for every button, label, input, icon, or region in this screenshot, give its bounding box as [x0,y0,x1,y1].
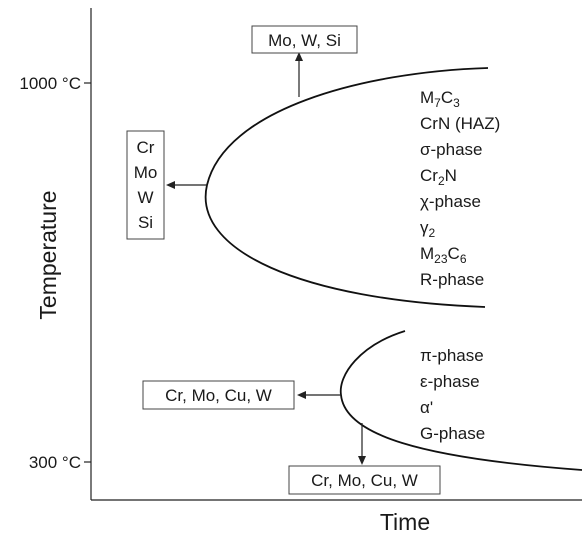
y-tick-label-300: 300 °C [29,453,81,472]
upper-phase-list: M7C3 CrN (HAZ) σ-phase Cr2N χ-phase γ2 M… [420,88,500,289]
phase-r: R-phase [420,270,484,289]
phase-cr2n: Cr2N [420,166,457,188]
phase-epsilon: ε-phase [420,372,480,391]
left-element-box-line-3: W [137,188,153,207]
lower-phase-list: π-phase ε-phase α' G-phase [420,346,485,443]
arrowhead-down-lower [358,456,366,465]
left-element-box [126,130,165,240]
arrowhead-left-upper [166,181,175,189]
arrowhead-left-lower [297,391,306,399]
y-tick-label-1000: 1000 °C [19,74,81,93]
lower-bottom-element-box-label: Cr, Mo, Cu, W [311,471,418,490]
phase-pi: π-phase [420,346,484,365]
y-axis-title: Temperature [35,190,61,319]
phase-chi: χ-phase [420,192,481,211]
left-element-box-line-4: Si [138,213,153,232]
lower-left-element-box [142,380,295,410]
phase-alpha-prime: α' [420,398,433,417]
lower-c-curve [339,330,582,471]
left-element-box-line-1: Cr [137,138,155,157]
phase-g: G-phase [420,424,485,443]
phase-m23c6: M23C6 [420,244,467,266]
left-element-box-line-2: Mo [134,163,158,182]
phase-m7c3: M7C3 [420,88,460,110]
phase-gamma2: γ2 [420,218,436,240]
phase-crn-haz: CrN (HAZ) [420,114,500,133]
x-axis-title: Time [380,509,430,534]
lower-bottom-element-box [288,465,441,495]
lower-left-element-box-label: Cr, Mo, Cu, W [165,386,272,405]
top-element-box-label: Mo, W, Si [268,31,341,50]
top-element-box [251,25,358,54]
arrowhead-up-upper [295,52,303,61]
phase-sigma: σ-phase [420,140,482,159]
